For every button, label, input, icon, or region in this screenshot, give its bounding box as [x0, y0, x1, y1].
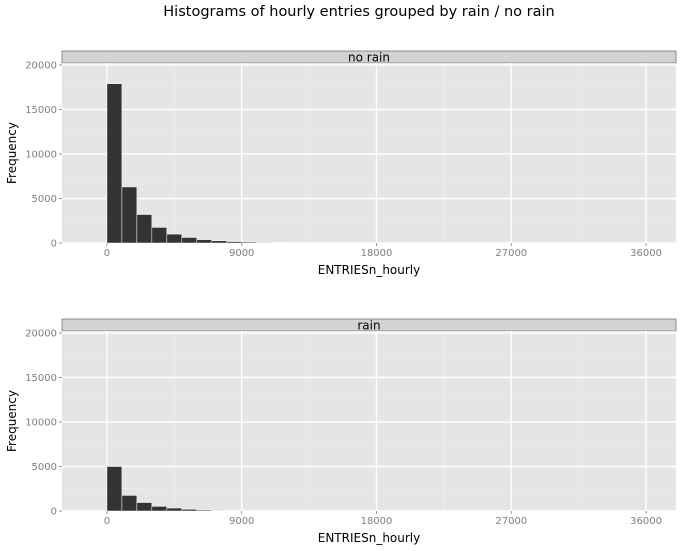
histogram-bar [211, 510, 227, 512]
chart-title: Histograms of hourly entries grouped by … [163, 4, 555, 20]
histogram-bar [106, 466, 123, 512]
y-tick-label: 20000 [25, 329, 57, 340]
histogram-bar [181, 237, 198, 244]
y-tick-label: 0 [51, 239, 57, 250]
panel-rain: rain 0 9000 18000 27000 36000 0 5000 10000 15000 2… [5, 319, 677, 545]
histogram-bar [196, 509, 213, 512]
histogram-bar [196, 239, 213, 244]
y-tick-label: 0 [51, 507, 57, 518]
x-tick-label: 0 [104, 248, 110, 259]
histogram-bar [241, 241, 257, 244]
y-axis-title: Frequency [5, 122, 19, 184]
panel-no-rain: no rain 0 9000 18000 27000 36000 0 5000 10000 150… [5, 51, 677, 277]
histogram-bar [136, 502, 153, 512]
histogram-bar [151, 227, 168, 244]
x-tick-label: 36000 [630, 516, 662, 527]
histogram-bar [166, 507, 183, 512]
y-tick-label: 20000 [25, 61, 57, 72]
histogram-bar [166, 233, 183, 244]
histogram-bar [121, 495, 138, 512]
y-axis-title: Frequency [5, 390, 19, 452]
x-tick-label: 36000 [630, 248, 662, 259]
x-tick-label: 9000 [229, 516, 254, 527]
facet-strip-label: no rain [348, 51, 390, 65]
histogram-bar [211, 240, 227, 244]
x-tick-label: 27000 [495, 516, 527, 527]
y-tick-label: 15000 [25, 373, 57, 384]
histogram-bar [121, 186, 138, 244]
y-tick-label: 10000 [25, 150, 57, 161]
x-axis-title: ENTRIESn_hourly [318, 531, 421, 545]
x-axis-title: ENTRIESn_hourly [318, 263, 421, 277]
x-tick-label: 9000 [229, 248, 254, 259]
histogram-bar [136, 214, 153, 244]
histogram-bar [181, 509, 198, 512]
y-tick-label: 10000 [25, 418, 57, 429]
y-tick-label: 5000 [32, 194, 57, 205]
facet-strip-label: rain [357, 319, 380, 333]
y-tick-label: 15000 [25, 105, 57, 116]
histogram-bar [151, 506, 168, 512]
histogram-bar [226, 241, 242, 244]
x-tick-label: 18000 [361, 516, 393, 527]
histogram-bar [106, 83, 123, 244]
y-tick-label: 5000 [32, 462, 57, 473]
x-tick-label: 0 [104, 516, 110, 527]
x-tick-label: 18000 [361, 248, 393, 259]
plot-background [62, 331, 676, 511]
x-tick-label: 27000 [495, 248, 527, 259]
plot-background [62, 63, 676, 243]
histogram-bar [256, 242, 272, 244]
